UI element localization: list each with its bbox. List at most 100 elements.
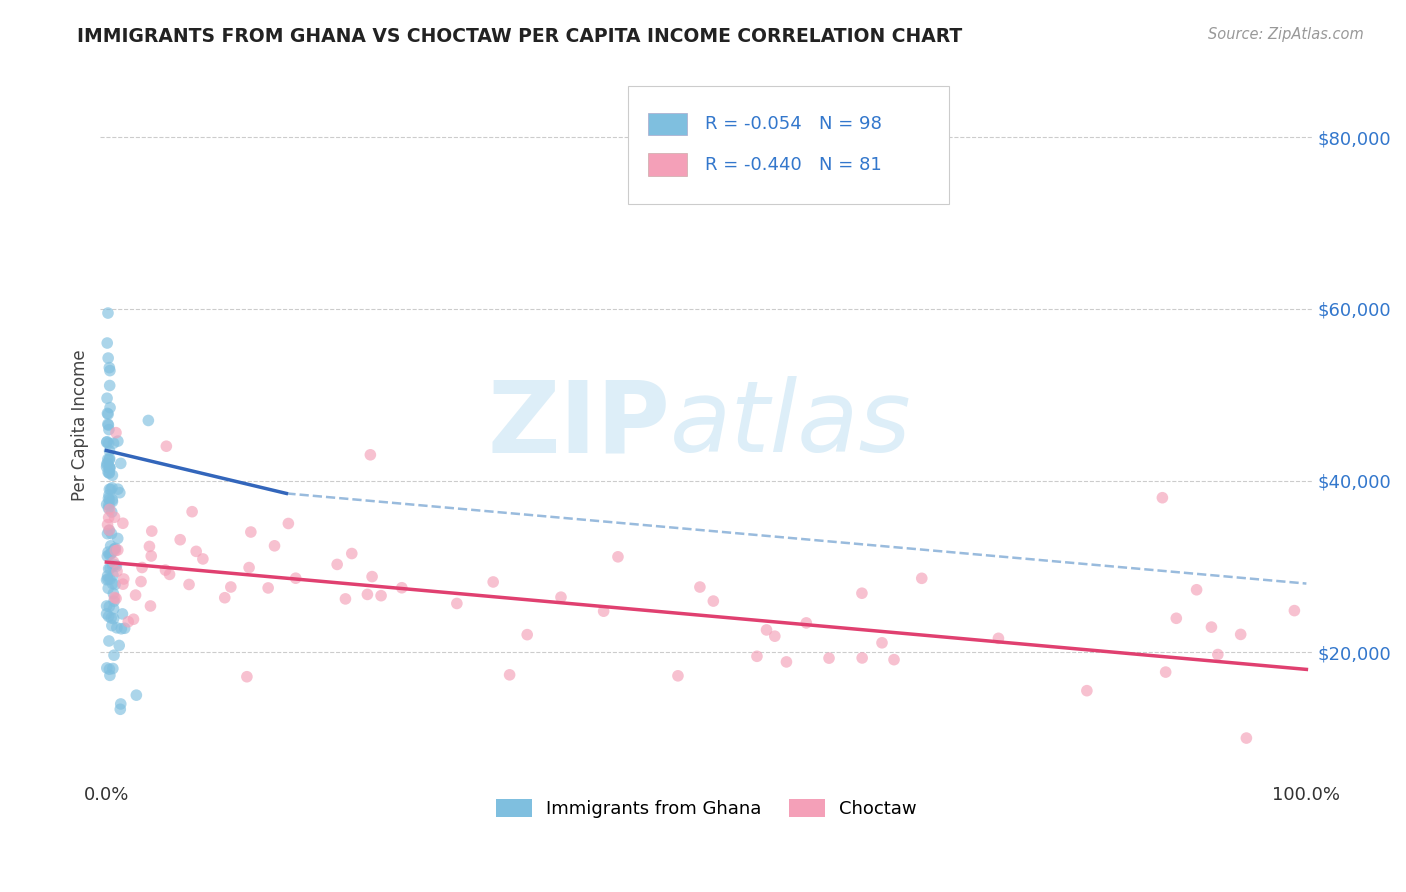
Point	[263, 539, 285, 553]
Point	[98, 662, 121, 676]
Point	[110, 702, 132, 716]
Point	[107, 543, 129, 558]
Point	[125, 688, 148, 702]
Point	[689, 580, 711, 594]
Point	[516, 627, 538, 641]
Point	[107, 434, 129, 449]
Point	[101, 492, 124, 507]
Point	[96, 406, 118, 420]
Point	[155, 563, 177, 577]
Point	[97, 568, 120, 582]
Point	[1234, 731, 1257, 745]
FancyBboxPatch shape	[648, 112, 688, 136]
Point	[103, 586, 125, 600]
Point	[96, 526, 118, 541]
Y-axis label: Per Capita Income: Per Capita Income	[72, 349, 89, 500]
Point	[107, 532, 129, 546]
Point	[98, 378, 121, 392]
Point	[987, 632, 1010, 646]
Point	[112, 572, 135, 586]
Point	[1166, 611, 1188, 625]
Text: R = -0.440   N = 81: R = -0.440 N = 81	[706, 156, 882, 174]
Point	[97, 498, 120, 512]
Point	[96, 573, 118, 587]
Point	[131, 560, 153, 574]
Point	[238, 560, 260, 574]
Point	[139, 599, 162, 613]
Point	[277, 516, 299, 531]
Point	[883, 653, 905, 667]
Point	[122, 612, 145, 626]
Point	[100, 548, 122, 562]
Point	[110, 456, 132, 470]
Point	[100, 483, 122, 497]
Point	[1152, 491, 1174, 505]
Point	[98, 401, 121, 415]
Point	[1154, 665, 1177, 679]
Point	[96, 517, 118, 532]
Point	[97, 572, 120, 586]
Point	[104, 577, 127, 591]
Point	[97, 581, 120, 595]
Point	[96, 457, 118, 471]
Point	[98, 599, 121, 614]
Point	[105, 591, 128, 606]
Point	[97, 465, 120, 479]
Point	[97, 510, 120, 524]
Point	[101, 568, 124, 582]
Point	[1076, 683, 1098, 698]
Point	[97, 351, 120, 365]
Point	[101, 618, 124, 632]
Point	[98, 452, 121, 467]
Point	[666, 669, 689, 683]
Point	[851, 651, 873, 665]
Point	[104, 425, 127, 440]
Point	[818, 651, 841, 665]
Point	[101, 661, 124, 675]
Point	[96, 497, 118, 511]
Point	[100, 505, 122, 519]
Point	[103, 555, 125, 569]
Point	[108, 639, 131, 653]
Point	[794, 615, 817, 630]
Point	[98, 451, 121, 466]
Point	[101, 576, 124, 591]
Text: IMMIGRANTS FROM GHANA VS CHOCTAW PER CAPITA INCOME CORRELATION CHART: IMMIGRANTS FROM GHANA VS CHOCTAW PER CAP…	[77, 27, 963, 45]
Point	[103, 591, 125, 605]
Point	[335, 591, 357, 606]
Point	[103, 510, 125, 524]
Point	[103, 611, 125, 625]
Point	[284, 571, 307, 585]
Point	[96, 391, 118, 405]
Point	[138, 540, 160, 554]
Point	[98, 466, 121, 480]
Point	[239, 524, 262, 539]
FancyBboxPatch shape	[627, 87, 949, 204]
Point	[745, 649, 768, 664]
Point	[124, 588, 146, 602]
Point	[97, 456, 120, 470]
Point	[111, 577, 134, 591]
Point	[107, 482, 129, 496]
Point	[870, 636, 893, 650]
Point	[98, 668, 121, 682]
Point	[103, 602, 125, 616]
Point	[105, 621, 128, 635]
Point	[98, 492, 121, 507]
Point	[98, 548, 121, 562]
Point	[98, 360, 121, 375]
Point	[361, 569, 384, 583]
Point	[159, 567, 181, 582]
Point	[103, 542, 125, 557]
Point	[110, 697, 132, 711]
Point	[97, 452, 120, 467]
Point	[446, 597, 468, 611]
Point	[219, 580, 242, 594]
Point	[851, 586, 873, 600]
Text: atlas: atlas	[671, 376, 911, 474]
Point	[96, 549, 118, 563]
Point	[186, 544, 208, 558]
Point	[1229, 627, 1251, 641]
FancyBboxPatch shape	[648, 153, 688, 176]
Point	[1206, 648, 1229, 662]
